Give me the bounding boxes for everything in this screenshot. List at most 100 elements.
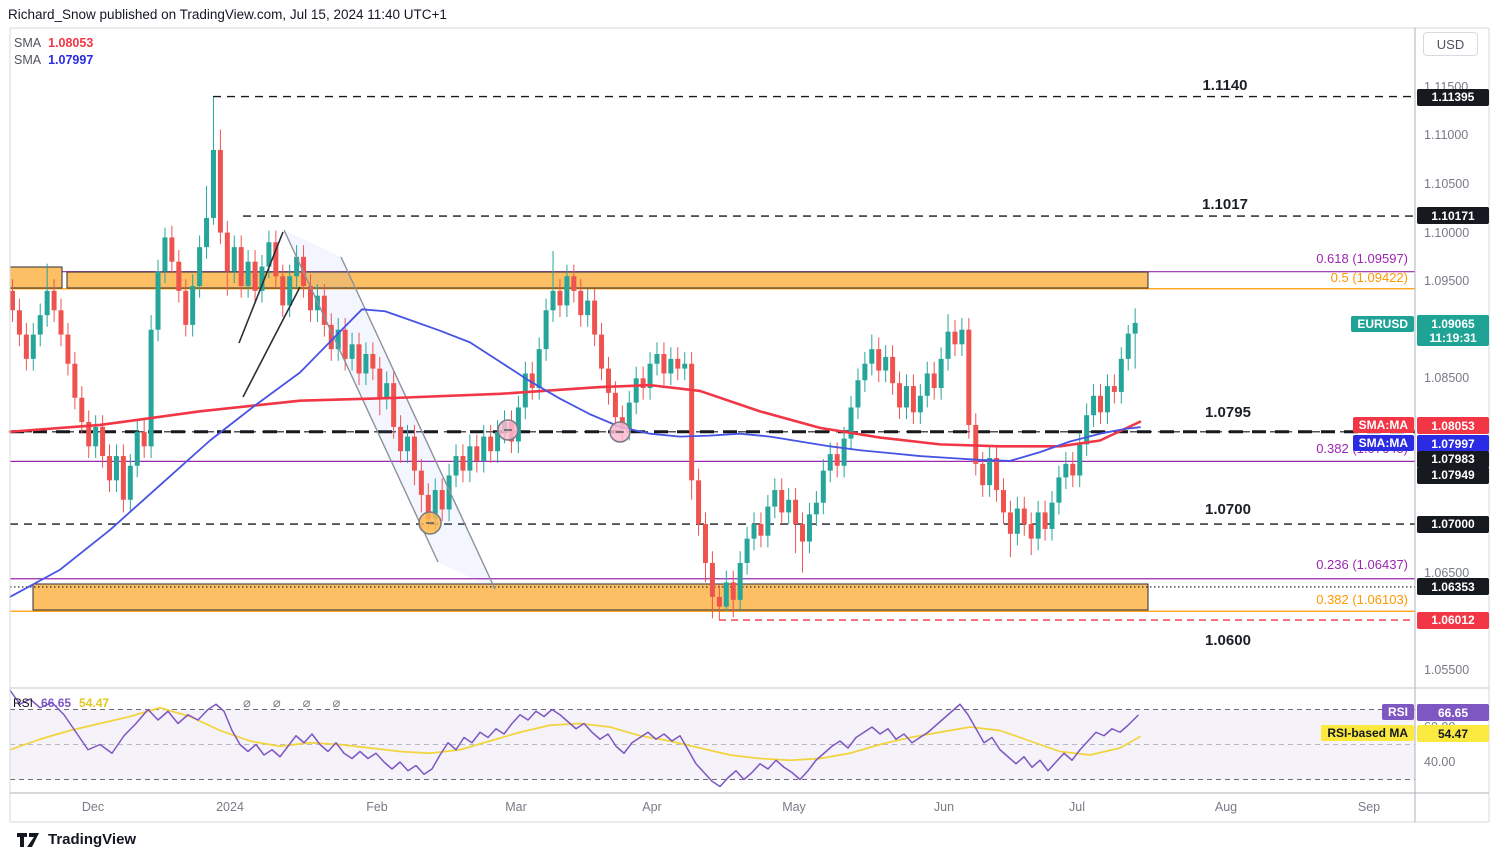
candle-body xyxy=(1118,358,1124,392)
candle-body xyxy=(488,436,494,452)
candle-body xyxy=(903,386,909,408)
candle-body xyxy=(113,456,119,481)
candle-body xyxy=(453,456,459,476)
time-axis-label: 2024 xyxy=(216,800,244,814)
hidden-value-icon[interactable]: ⌀ xyxy=(272,695,281,710)
candle-body xyxy=(72,363,78,398)
publish-title: Richard_Snow published on TradingView.co… xyxy=(8,7,447,22)
hidden-value-icon[interactable]: ⌀ xyxy=(243,695,251,710)
candle-body xyxy=(425,494,431,520)
price-tick: 1.06500 xyxy=(1424,565,1470,580)
candle-body xyxy=(966,329,972,425)
candle-body xyxy=(65,334,71,364)
candle-body xyxy=(342,329,348,359)
candle-body xyxy=(93,426,99,447)
channel-line-1 xyxy=(283,229,439,563)
candle-body xyxy=(1042,512,1048,529)
candle-body xyxy=(1049,502,1055,529)
tradingview-logo[interactable]: TradingView xyxy=(17,831,136,848)
candle-body xyxy=(550,290,556,311)
sma1-value: 1.08053 xyxy=(48,36,94,50)
candle-body xyxy=(107,456,113,481)
candle-body xyxy=(820,470,826,503)
rsi-line xyxy=(9,689,1139,788)
candle-body xyxy=(827,454,833,471)
candle-body xyxy=(16,310,22,335)
axis-price-label: 1.06012 xyxy=(1417,611,1489,629)
candle-body xyxy=(744,538,750,563)
candle-body xyxy=(134,431,140,466)
candle-body xyxy=(398,426,404,452)
candle-body xyxy=(703,524,708,563)
price-axis[interactable] xyxy=(1416,28,1490,793)
candle-body xyxy=(51,290,57,311)
candle-body xyxy=(730,582,736,600)
axis-price-label: 1.11395 xyxy=(1417,88,1489,106)
candle-body xyxy=(571,276,577,291)
candle-body xyxy=(273,242,279,277)
sma-blue-tag: SMA:MA xyxy=(1352,435,1414,451)
candle-body xyxy=(446,475,452,510)
tradingview-mark-icon xyxy=(17,832,39,847)
sma-legend-2[interactable]: SMA 1.07997 xyxy=(14,53,93,67)
symbol-tag: EURUSD xyxy=(1351,316,1414,332)
sma2-value: 1.07997 xyxy=(48,53,94,67)
candle-body xyxy=(855,380,861,408)
candle-body xyxy=(231,247,237,272)
hidden-value-icon[interactable]: ⌀ xyxy=(302,695,311,710)
axis-price-label: 1.07983 xyxy=(1417,450,1489,468)
sma-red-tag: SMA:MA xyxy=(1352,417,1414,433)
rsi-legend: RSI 66.65 54.47 xyxy=(13,696,109,710)
candle-body xyxy=(772,490,778,507)
candle-body xyxy=(377,368,383,398)
time-axis-label: Mar xyxy=(505,800,527,814)
candle-body xyxy=(169,237,175,262)
candle-body xyxy=(79,397,85,423)
rsi-ma-value: 54.47 xyxy=(79,696,110,710)
flag-line-1 xyxy=(242,286,301,398)
candle-body xyxy=(1070,463,1076,476)
candle-body xyxy=(682,363,688,369)
price-tick: 1.10500 xyxy=(1424,176,1470,191)
candle-body xyxy=(176,261,182,291)
candle-body xyxy=(467,446,473,471)
candle-body xyxy=(786,499,792,513)
sma-legend-1[interactable]: SMA 1.08053 xyxy=(14,36,93,50)
candle-body xyxy=(280,276,286,306)
candle-body xyxy=(1104,386,1110,413)
price-tick: 1.08500 xyxy=(1424,371,1470,386)
time-axis-label: Jul xyxy=(1069,800,1085,814)
candle-body xyxy=(86,422,92,447)
candle-body xyxy=(307,285,313,311)
candle-body xyxy=(238,247,244,286)
candle-body xyxy=(876,349,882,371)
currency-unit-button[interactable]: USD xyxy=(1423,32,1478,56)
channel-line-2 xyxy=(340,256,496,590)
candle-body xyxy=(1125,333,1131,359)
candle-body xyxy=(183,290,189,325)
candle-body xyxy=(363,354,369,374)
candle-body xyxy=(987,457,993,486)
candle-body xyxy=(924,373,930,396)
level-annotation-label: 1.0700 xyxy=(1205,501,1251,518)
rsi-ma-tag: RSI-based MA xyxy=(1321,725,1414,741)
axis-price-label: 1.07000 xyxy=(1417,515,1489,533)
candle-body xyxy=(897,383,903,408)
axis-price-label: 1.07949 xyxy=(1417,466,1489,484)
candle-body xyxy=(994,457,1000,491)
candle-body xyxy=(460,456,466,471)
axis-price-label: 1.10171 xyxy=(1417,207,1489,225)
hidden-value-icon[interactable]: ⌀ xyxy=(332,695,341,710)
sma-blue-line xyxy=(9,308,1141,598)
sma-blue-axis-value: 1.07997 xyxy=(1417,435,1489,452)
fib-annotation-label: 0.618 (1.09597) xyxy=(1316,251,1408,266)
time-axis-label: May xyxy=(782,800,806,814)
candle-body xyxy=(543,310,549,350)
candle-body xyxy=(758,524,764,536)
candle-body xyxy=(709,562,715,597)
candle-body xyxy=(1007,512,1013,534)
level-annotation-label: 1.1140 xyxy=(1202,77,1248,94)
candle-body xyxy=(127,465,133,500)
candle-body xyxy=(370,354,376,369)
